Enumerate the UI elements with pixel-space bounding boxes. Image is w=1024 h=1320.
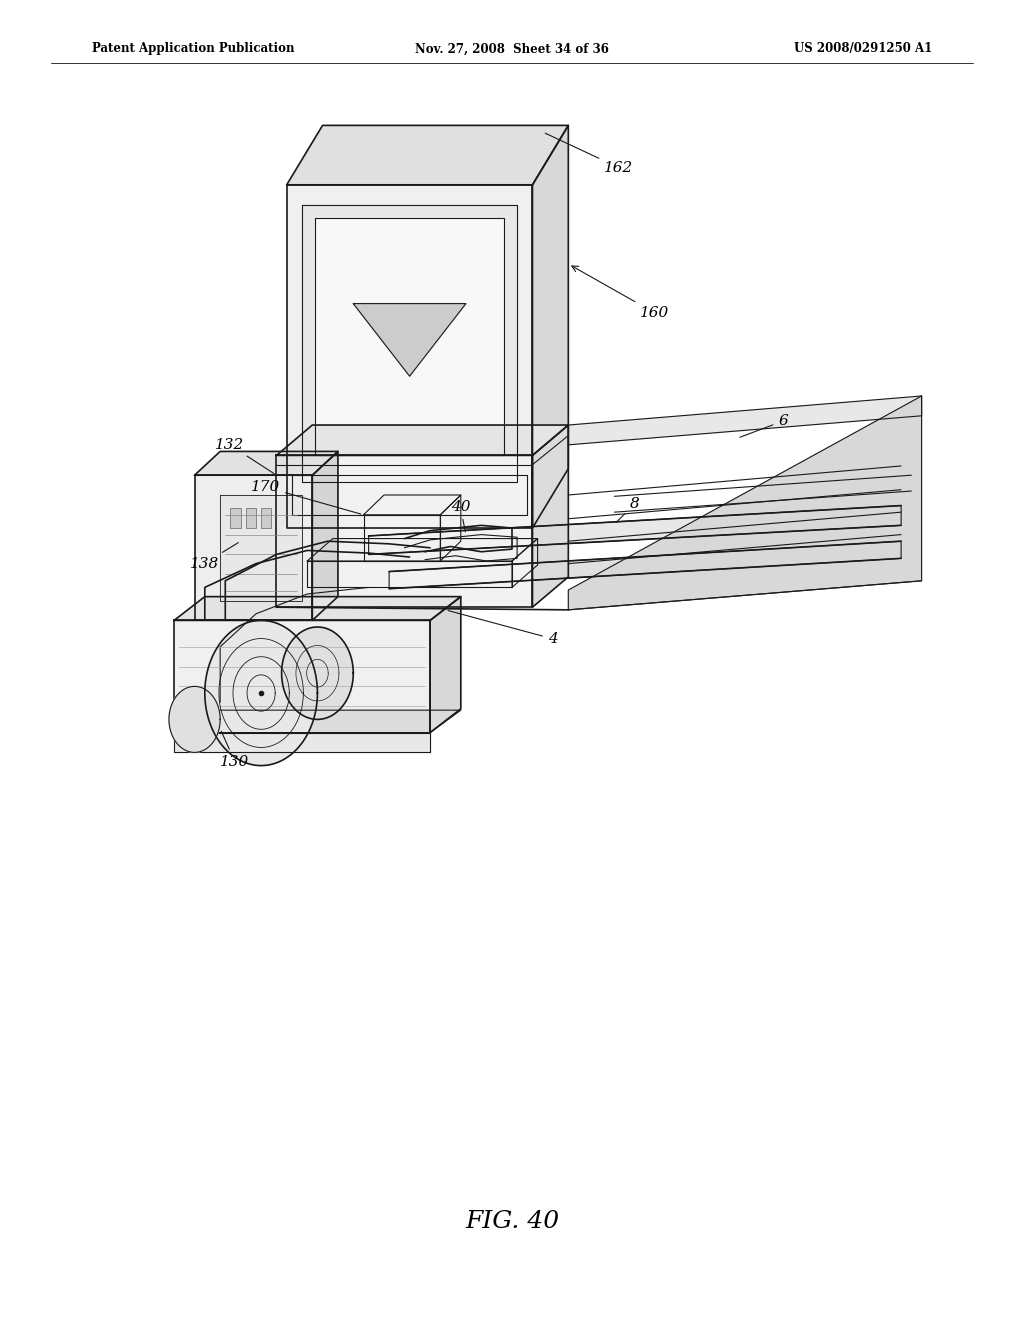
Polygon shape — [169, 686, 220, 752]
Polygon shape — [440, 495, 461, 561]
Polygon shape — [512, 539, 538, 587]
Text: FIG. 40: FIG. 40 — [465, 1209, 559, 1233]
Bar — [230, 508, 241, 528]
Text: 138: 138 — [189, 543, 239, 570]
Polygon shape — [195, 451, 338, 475]
Text: 40: 40 — [451, 500, 470, 532]
Polygon shape — [174, 597, 461, 620]
Polygon shape — [276, 455, 532, 607]
Text: 132: 132 — [215, 438, 274, 474]
Polygon shape — [312, 451, 338, 620]
Text: 8: 8 — [616, 498, 640, 523]
Text: 162: 162 — [545, 133, 634, 174]
Polygon shape — [369, 506, 901, 554]
Text: Patent Application Publication: Patent Application Publication — [92, 42, 295, 55]
Polygon shape — [276, 425, 568, 455]
Polygon shape — [282, 627, 353, 719]
Polygon shape — [568, 396, 922, 445]
Polygon shape — [195, 475, 312, 620]
Polygon shape — [389, 541, 901, 589]
Text: 6: 6 — [740, 414, 788, 437]
Text: 160: 160 — [571, 265, 670, 319]
Polygon shape — [315, 218, 504, 455]
Polygon shape — [568, 396, 922, 610]
Polygon shape — [292, 475, 527, 515]
Polygon shape — [307, 539, 538, 561]
Polygon shape — [364, 515, 440, 561]
Polygon shape — [220, 495, 302, 601]
Polygon shape — [364, 495, 461, 515]
Polygon shape — [532, 425, 568, 607]
Polygon shape — [353, 304, 466, 376]
Text: 130: 130 — [220, 731, 250, 768]
Polygon shape — [302, 205, 517, 482]
Bar — [261, 508, 271, 528]
Polygon shape — [174, 620, 430, 733]
Polygon shape — [307, 561, 512, 587]
Text: 170: 170 — [251, 480, 360, 513]
Text: Nov. 27, 2008  Sheet 34 of 36: Nov. 27, 2008 Sheet 34 of 36 — [415, 42, 609, 55]
Polygon shape — [430, 597, 461, 733]
Polygon shape — [205, 620, 317, 766]
Bar — [246, 508, 256, 528]
Text: US 2008/0291250 A1: US 2008/0291250 A1 — [794, 42, 932, 55]
Polygon shape — [532, 125, 568, 528]
Text: 4: 4 — [449, 611, 558, 645]
Polygon shape — [287, 185, 532, 528]
Polygon shape — [287, 125, 568, 185]
Polygon shape — [174, 733, 430, 752]
Polygon shape — [174, 710, 461, 733]
